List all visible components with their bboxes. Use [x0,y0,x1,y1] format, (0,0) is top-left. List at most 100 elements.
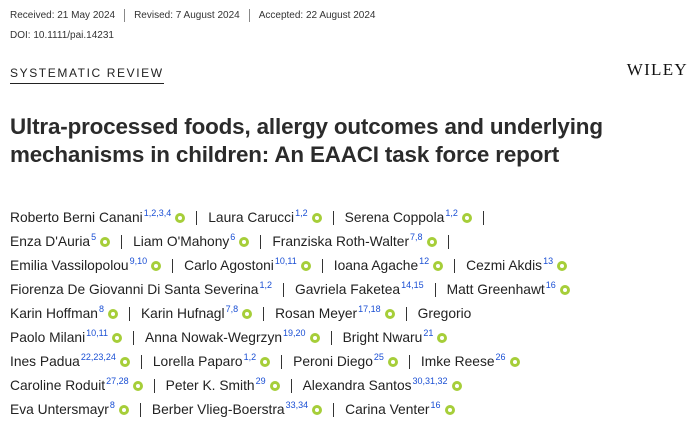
author: Roberto Berni Canani 1,2,3,4 [10,206,186,230]
orcid-icon[interactable] [461,213,472,223]
publisher-logo[interactable]: WILEY [626,60,688,79]
author: Karin Hufnagl 7,8 [140,302,253,326]
author-line: Fiorenza De Giovanni Di Santa Severina 1,… [10,278,690,302]
section-label: SYSTEMATIC REVIEW [10,66,164,84]
author-name: Emilia Vassilopolou [10,258,129,273]
author-name: Anna Nowak-Wegrzyn [145,330,283,345]
author: Ines Padua 22,23,24 [10,350,130,374]
article-history: Received: 21 May 2024 Revised: 7 August … [10,9,375,22]
author-name: Enza D'Auria [10,234,91,249]
author: Anna Nowak-Wegrzyn 19,20 [145,326,320,350]
author-separator [290,379,292,393]
accepted-date: Accepted: 22 August 2024 [258,10,376,21]
author-name: Cezmi Akdis [466,258,543,273]
author-name: Gregorio [417,306,472,321]
author-separator [333,403,335,417]
orcid-icon[interactable] [384,309,395,319]
author-name: Bright Nwaru [342,330,423,345]
author-name: Laura Carucci [208,210,295,225]
orcid-icon[interactable] [151,261,162,271]
author: Franziska Roth-Walter 7,8 [272,230,437,254]
author-name: Rosan Meyer [275,306,358,321]
author: Liam O'Mahony 6 [133,230,250,254]
author: Cezmi Akdis 13 [466,254,568,278]
orcid-icon[interactable] [132,381,143,391]
orcid-icon[interactable] [311,213,322,223]
author-name: Karin Hufnagl [140,306,225,321]
orcid-icon[interactable] [437,333,448,343]
author: Karin Hoffman 8 [10,302,118,326]
author: Paolo Milani 10,11 [10,326,123,350]
author-separator [482,211,484,225]
author: Carina Venter 16 [345,398,455,422]
orcid-icon[interactable] [433,261,444,271]
author-line: Paolo Milani 10,11 Anna Nowak-Wegrzyn 19,20… [10,326,690,350]
author: Berber Vlieg-Boerstra 33,34 [152,398,323,422]
author-name: Paolo Milani [10,330,86,345]
orcid-icon[interactable] [451,381,462,391]
orcid-icon[interactable] [426,237,437,247]
orcid-icon[interactable] [119,357,130,367]
author: Peter K. Smith 29 [166,374,280,398]
author-separator [140,355,142,369]
author-name: Karin Hoffman [10,306,98,321]
orcid-icon[interactable] [175,213,186,223]
author: Fiorenza De Giovanni Di Santa Severina 1,… [10,278,272,302]
author-separator [263,307,265,321]
author-separator [330,331,332,345]
orcid-icon[interactable] [300,261,311,271]
author: Peroni Diego 25 [293,350,398,374]
author: Eva Untersmayr 8 [10,398,129,422]
article-title: Ultra-processed foods, allergy outcomes … [10,114,603,167]
author-separator [434,283,436,297]
author-separator [133,331,135,345]
author: Imke Reese 26 [421,350,520,374]
author-separator [153,379,155,393]
orcid-icon[interactable] [312,405,323,415]
orcid-icon[interactable] [309,333,320,343]
author-name: Imke Reese [420,354,495,369]
orcid-icon[interactable] [242,309,253,319]
author: Caroline Roduit 27,28 [10,374,143,398]
author-separator [172,259,174,273]
orcid-icon[interactable] [444,405,455,415]
orcid-icon[interactable] [557,261,568,271]
author-separator [196,211,198,225]
orcid-icon[interactable] [107,309,118,319]
author-separator [121,235,123,249]
author-name: Peter K. Smith [165,378,255,393]
author-separator [405,307,407,321]
author-name: Roberto Berni Canani [10,210,143,225]
orcid-icon[interactable] [100,237,111,247]
author: Lorella Paparo 1,2 [152,350,271,374]
author: Serena Coppola 1,2 [345,206,472,230]
orcid-icon[interactable] [112,333,123,343]
author-name: Lorella Paparo [152,354,243,369]
author-name: Gavriela Faketea [295,282,401,297]
orcid-icon[interactable] [118,405,129,415]
author-name: Fiorenza De Giovanni Di Santa Severina [10,282,259,297]
orcid-icon[interactable] [260,357,271,367]
author: Rosan Meyer 17,18 [275,302,395,326]
author-name: Caroline Roduit [10,378,106,393]
author-separator [447,235,449,249]
author-name: Ines Padua [10,354,80,369]
revised-date: Revised: 7 August 2024 [134,10,240,21]
author-name: Alexandra Santos [302,378,412,393]
author-line: Roberto Berni Canani 1,2,3,4 Laura Carucci… [10,206,690,230]
author-name: Serena Coppola [344,210,445,225]
orcid-icon[interactable] [559,285,570,295]
doi[interactable]: DOI: 10.1111/pai.14231 [10,30,114,41]
author: Emilia Vassilopolou 9,10 [10,254,162,278]
orcid-icon[interactable] [509,357,520,367]
author: Enza D'Auria 5 [10,230,111,254]
author-separator [408,355,410,369]
author-separator [332,211,334,225]
divider [124,9,126,22]
orcid-icon[interactable] [239,237,250,247]
author: Gavriela Faketea 14,15 [295,278,424,302]
author-name: Liam O'Mahony [133,234,230,249]
orcid-icon[interactable] [387,357,398,367]
author-name: Carlo Agostoni [184,258,274,273]
orcid-icon[interactable] [269,381,280,391]
